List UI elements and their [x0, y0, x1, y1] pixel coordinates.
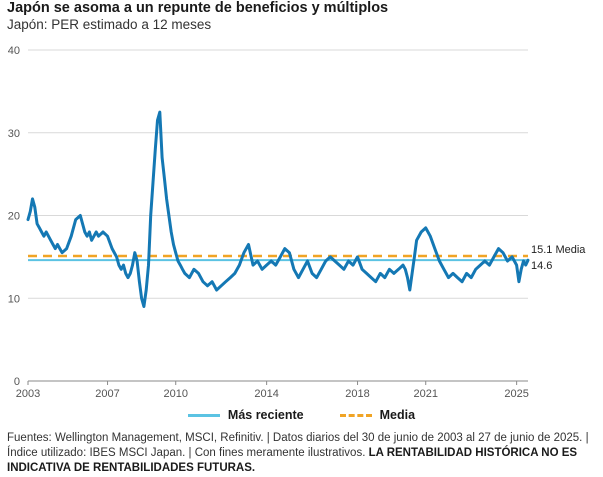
- y-tick-label: 30: [8, 128, 20, 140]
- footer-index: Índice utilizado: IBES MSCI Japan.: [7, 447, 186, 459]
- legend-item-latest: Más reciente: [187, 408, 304, 422]
- latest-value-label: 14.6: [531, 260, 552, 272]
- x-tick-label: 2018: [345, 388, 369, 400]
- legend: Más reciente Media: [0, 408, 603, 422]
- x-tick-label: 2010: [163, 388, 187, 400]
- y-tick-label: 20: [8, 211, 20, 223]
- legend-item-mean: Media: [339, 408, 416, 422]
- legend-swatch-mean: [339, 413, 372, 417]
- y-tick-label: 10: [8, 293, 20, 305]
- per-series-line: [26, 110, 530, 308]
- x-tick-label: 2025: [504, 388, 528, 400]
- x-tick-label: 2014: [254, 388, 278, 400]
- mean-value-label: 15.1 Media: [531, 244, 586, 256]
- x-tick-label: 2021: [413, 388, 437, 400]
- chart-area: 0 10 20 30 40 2003 2007 2010 2014 2018 2021 2025 1…: [8, 45, 587, 400]
- footer-sources: Fuentes: Wellington Management, MSCI, Re…: [7, 432, 264, 444]
- footer-notes: Fuentes: Wellington Management, MSCI, Re…: [7, 431, 595, 476]
- legend-swatch-latest: [187, 413, 220, 417]
- chart-title: Japón se asoma a un repunte de beneficio…: [7, 0, 389, 16]
- x-tick-label: 2003: [16, 388, 40, 400]
- legend-label-mean: Media: [379, 408, 416, 422]
- footer-period: Datos diarios del 30 de junio de 2003 al…: [272, 432, 583, 444]
- y-tick-label: 0: [14, 376, 20, 388]
- footer-purpose: Con fines meramente ilustrativos.: [194, 447, 366, 459]
- legend-label-latest: Más reciente: [227, 408, 304, 422]
- footer-separator: |: [266, 432, 273, 444]
- footer-disclaimer: LA RENTABILIDAD HISTÓRICA NO ES INDICATI…: [7, 447, 578, 474]
- footer-separator: |: [188, 447, 195, 459]
- chart-subtitle: Japón: PER estimado a 12 meses: [7, 17, 212, 32]
- y-tick-label: 40: [8, 45, 20, 57]
- x-tick-label: 2007: [95, 388, 119, 400]
- footer-separator: |: [585, 432, 589, 444]
